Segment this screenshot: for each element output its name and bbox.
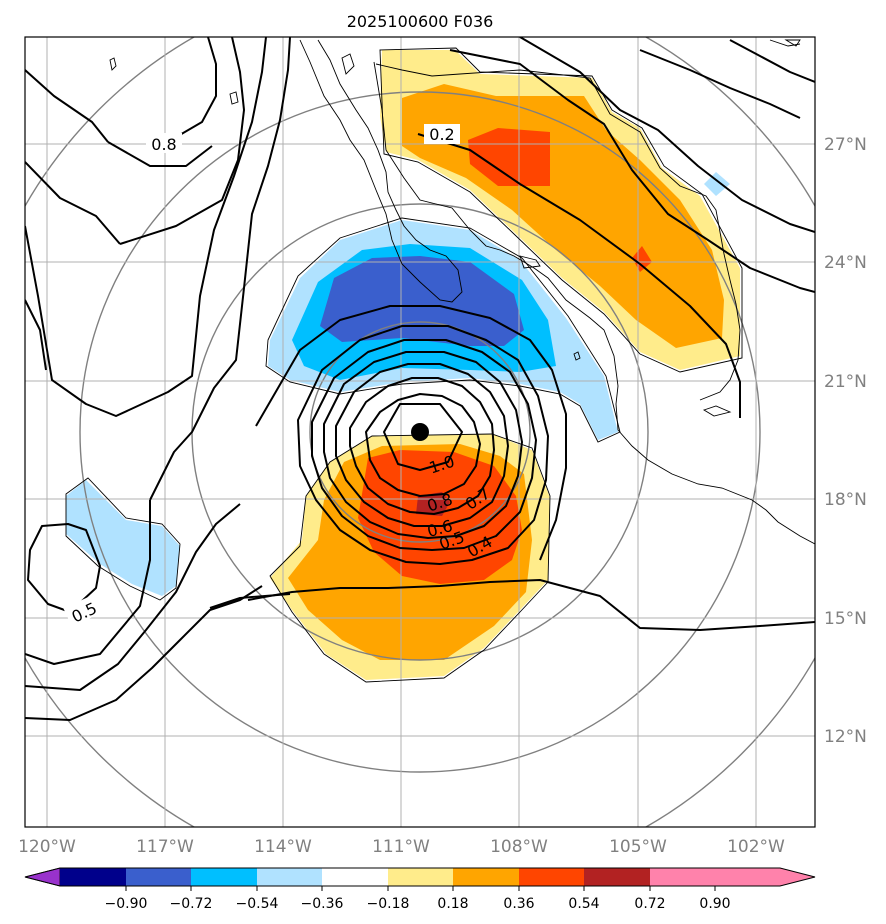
lon-tick-label: 120°W <box>18 837 76 857</box>
lon-tick-label: 117°W <box>136 837 194 857</box>
fill-ne-light-blue <box>704 172 730 196</box>
contour-ne-3 <box>519 37 815 233</box>
contour-left-1 <box>25 299 47 371</box>
lon-tick-labels: 120°W 117°W 114°W 111°W 108°W 105°W 102°… <box>18 837 785 857</box>
small-island-1 <box>573 351 581 361</box>
fill-south-red <box>358 450 522 584</box>
colorbar-segment <box>584 868 650 886</box>
lat-tick-label: 24°N <box>824 253 867 273</box>
range-ring-3 <box>79 91 761 773</box>
contour-c-ring-0.8 <box>349 377 495 515</box>
lat-tick-labels: 27°N 24°N 21°N 18°N 15°N 12°N <box>824 135 867 747</box>
lon-tick-label: 111°W <box>372 837 430 857</box>
colorbar-segment <box>650 868 715 886</box>
contour-ne-5 <box>729 39 815 83</box>
baja-coast-east <box>373 61 815 545</box>
contour-nw-outer-2 <box>25 161 121 245</box>
contour-label: 0.8 <box>151 135 176 154</box>
lon-tick-label: 114°W <box>254 837 312 857</box>
fill-west-light-blue <box>66 480 180 596</box>
colorbar-segment <box>126 868 191 886</box>
small-island-2 <box>702 405 732 417</box>
contour-w-outer-2 <box>25 503 241 691</box>
colorbar-segment <box>519 868 584 886</box>
range-ring-1 <box>309 321 531 543</box>
contour-left-arc <box>149 37 291 501</box>
lat-tick-label: 15°N <box>824 609 867 629</box>
island-nw-2 <box>229 91 239 105</box>
lon-tick-label: 108°W <box>490 837 548 857</box>
contour-c-ring-0.4 <box>297 325 549 565</box>
contour-c-ring-0.6 <box>323 351 523 539</box>
contour-ne-2 <box>449 49 815 293</box>
island-n-2 <box>784 39 801 47</box>
colorbar-extend-max <box>715 868 815 886</box>
graticule <box>25 37 815 827</box>
contour-w-outer-1 <box>25 500 151 665</box>
contour-nw-5 <box>25 69 109 143</box>
colorbar-tick-label: 0.54 <box>568 896 599 912</box>
contour-nw-outer-3 <box>25 37 267 417</box>
contour-ne-0.2 <box>417 133 741 418</box>
coastlines <box>65 39 815 683</box>
contour-lines <box>25 37 815 721</box>
island-nw-3 <box>341 53 355 75</box>
colorbar-segment <box>388 868 453 886</box>
island-nw-1 <box>109 57 117 71</box>
contour-nw-4 <box>107 141 213 167</box>
colorbar-tick-label: −0.36 <box>301 896 344 912</box>
gulf-island <box>519 255 541 269</box>
colorbar-segment <box>191 868 257 886</box>
filled-field <box>66 50 740 680</box>
contour-c-ring-1.0 <box>383 403 463 471</box>
fill-north-red <box>468 128 550 186</box>
contour-c-outer <box>255 305 567 561</box>
storm-center-marker <box>411 423 429 441</box>
lat-tick-label: 12°N <box>824 727 867 747</box>
map-frame <box>24 36 816 828</box>
colorbar-segment <box>60 868 126 886</box>
contour-w-outer-3 <box>25 585 263 721</box>
fill-cold-royal-blue <box>320 256 524 346</box>
colorbar-tick-label: 0.18 <box>437 896 468 912</box>
colorbar-segment <box>257 868 322 886</box>
mainland-coast-north <box>375 63 741 401</box>
colorbar-tick-label: −0.54 <box>236 896 279 912</box>
lat-tick-label: 21°N <box>824 372 867 392</box>
baja-peninsula <box>299 39 463 303</box>
colorbar-tick-label: −0.72 <box>170 896 213 912</box>
colorbar-tick-label: −0.90 <box>105 896 148 912</box>
contour-ne-4 <box>639 49 801 119</box>
lon-tick-label: 102°W <box>727 837 785 857</box>
colorbar-tick-label: 0.72 <box>634 896 665 912</box>
contour-c-ring-0.7 <box>335 363 509 527</box>
island-n-1 <box>769 39 801 47</box>
lat-tick-label: 18°N <box>824 490 867 510</box>
colorbar-extend-min <box>24 867 61 887</box>
contour-c-ring-0.9 <box>365 393 481 497</box>
lon-tick-label: 105°W <box>609 837 667 857</box>
contour-s-long <box>247 579 815 631</box>
map-panel: 0.8 0.2 1.0 0.8 0.7 0.6 0.5 0.4 0.5 <box>25 37 815 827</box>
colorbar-segment <box>453 868 519 886</box>
fill-south-darkred <box>416 492 450 516</box>
contour-c-ring-0.5 <box>311 339 537 551</box>
colorbar: −0.90 −0.72 −0.54 −0.36 −0.18 0.18 0.36 … <box>24 867 816 912</box>
fill-east-light-blue <box>586 380 604 408</box>
colorbar-tick-label: 0.36 <box>503 896 534 912</box>
contour-nw-outer-1 <box>119 37 245 245</box>
north-blob-outline <box>379 47 743 373</box>
contour-label: 0.2 <box>429 125 454 144</box>
colorbar-segment <box>322 868 388 886</box>
colorbar-tick-label: 0.90 <box>699 896 730 912</box>
colorbar-tick-label: −0.18 <box>367 896 410 912</box>
west-blob-outline <box>65 477 181 601</box>
contour-w-0.5 <box>27 523 101 613</box>
figure-title: 2025100600 F036 <box>347 12 494 31</box>
fill-north-red-small <box>632 246 652 272</box>
lat-tick-label: 27°N <box>824 135 867 155</box>
